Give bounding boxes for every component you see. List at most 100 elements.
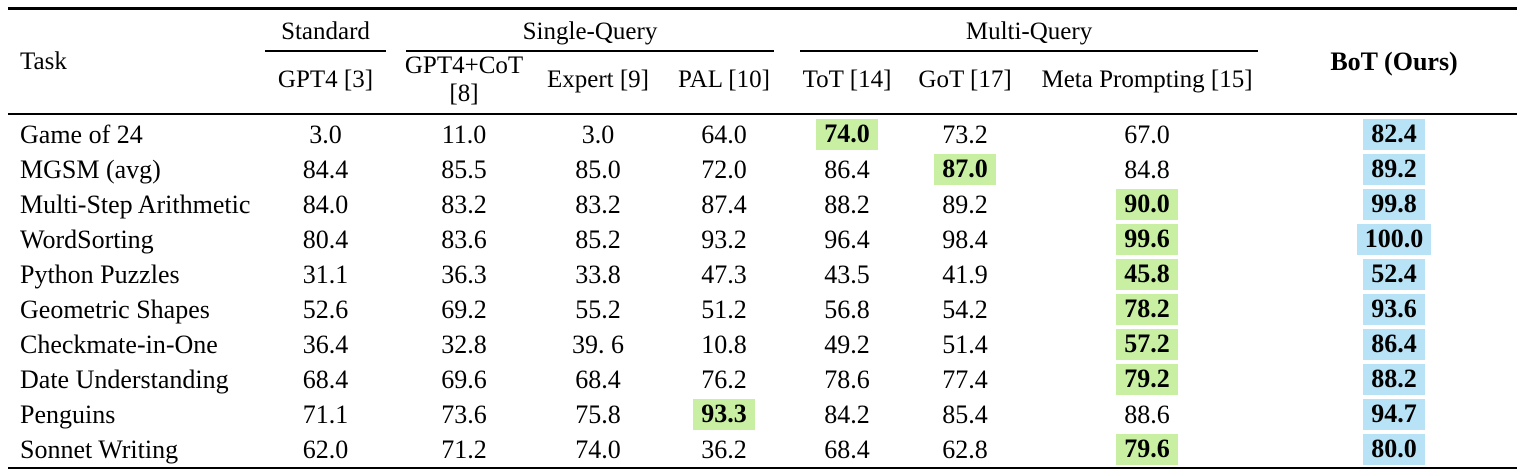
group-header-standard: Standard (258, 9, 393, 52)
table-row: Penguins 71.1 73.6 75.8 93.3 84.2 85.4 88.6 94.7 (8, 397, 1517, 432)
group-header-multi-query: Multi-Query (787, 9, 1271, 52)
value-cell: 90.0 (1023, 187, 1271, 222)
task-cell: Penguins (20, 399, 116, 429)
value-cell: 68.4 (824, 434, 870, 464)
value-cell: 3.0 (309, 119, 342, 149)
method-header-meta: Meta Prompting [15] (1023, 52, 1272, 115)
bot-value-cell: 93.6 (1271, 292, 1517, 327)
group-header-row: Task Standard Single-Query Multi-Query B… (8, 8, 1518, 115)
value-cell: 93.2 (701, 224, 747, 254)
best-baseline-highlight: 78.2 (1116, 294, 1178, 325)
value-cell: 52.6 (302, 294, 349, 324)
best-baseline-highlight: 90.0 (1116, 189, 1178, 220)
value-cell: 98.4 (942, 224, 988, 254)
bot-value-cell: 80.0 (1271, 432, 1517, 468)
bot-value-cell: 100.0 (1271, 222, 1517, 257)
value-cell: 96.4 (824, 224, 870, 254)
value-cell: 84.4 (302, 154, 349, 184)
bot-highlight: 99.8 (1363, 189, 1425, 220)
value-cell: 68.4 (302, 364, 349, 394)
bot-value-cell: 88.2 (1271, 362, 1517, 397)
bot-highlight: 100.0 (1356, 224, 1432, 255)
task-cell: Date Understanding (20, 364, 229, 394)
cmidrule-single-query (406, 50, 775, 52)
value-cell: 75.8 (575, 399, 621, 429)
task-cell: Geometric Shapes (20, 294, 210, 324)
table-row: MGSM (avg) 84.4 85.5 85.0 72.0 86.4 87.0 84.8 89… (8, 152, 1517, 187)
value-cell: 79.2 (1023, 362, 1271, 397)
group-header-single-query: Single-Query (393, 9, 787, 52)
group-label-standard: Standard (281, 18, 370, 45)
value-cell: 36.3 (441, 259, 487, 289)
method-header-gpt4cot: GPT4+CoT [8] (393, 52, 535, 115)
task-cell: Game of 24 (20, 119, 143, 149)
value-cell: 89.2 (942, 189, 988, 219)
value-cell: 85.2 (575, 224, 621, 254)
best-baseline-highlight: 74.0 (816, 119, 878, 150)
task-cell: Python Puzzles (20, 259, 180, 289)
value-cell: 57.2 (1023, 327, 1271, 362)
method-header-got: GoT [17] (907, 52, 1024, 115)
value-cell: 41.9 (942, 259, 988, 289)
method-header-pal: PAL [10] (661, 52, 788, 115)
value-cell: 43.5 (824, 259, 870, 289)
best-baseline-highlight: 79.6 (1116, 434, 1178, 465)
method-header-expert: Expert [9] (535, 52, 661, 115)
value-cell: 88.2 (824, 189, 870, 219)
bot-column-header: BoT (Ours) (1271, 8, 1518, 115)
value-cell: 33.8 (575, 259, 621, 289)
method-header-tot: ToT [14] (787, 52, 908, 115)
best-baseline-highlight: 57.2 (1116, 329, 1178, 360)
value-cell: 3.0 (581, 119, 615, 149)
value-cell: 79.6 (1023, 432, 1271, 468)
task-cell: Multi-Step Arithmetic (20, 189, 251, 219)
value-cell: 68.4 (575, 364, 621, 394)
bot-highlight: 94.7 (1363, 399, 1425, 430)
table-row: Checkmate-in-One 36.4 32.8 39. 6 10.8 49.2 51.… (8, 327, 1517, 362)
value-cell: 71.1 (302, 399, 349, 429)
value-cell: 72.0 (701, 154, 747, 184)
group-label-single-query: Single-Query (522, 18, 658, 45)
results-table: Task Standard Single-Query Multi-Query B… (8, 7, 1518, 469)
value-cell: 49.2 (824, 329, 870, 359)
task-cell: MGSM (avg) (20, 154, 161, 184)
value-cell: 87.4 (701, 189, 747, 219)
bot-highlight: 82.4 (1363, 119, 1425, 150)
cmidrule-standard (265, 50, 386, 52)
value-cell: 10.8 (701, 329, 747, 359)
task-cell: Checkmate-in-One (20, 329, 218, 359)
value-cell: 32.8 (441, 329, 487, 359)
value-cell: 80.4 (302, 224, 349, 254)
bot-highlight: 86.4 (1363, 329, 1425, 360)
value-cell: 84.2 (824, 399, 870, 429)
value-cell: 56.8 (824, 294, 870, 324)
value-cell: 87.0 (907, 152, 1023, 187)
value-cell: 51.2 (701, 294, 747, 324)
value-cell: 45.8 (1023, 257, 1271, 292)
value-cell: 54.2 (942, 294, 988, 324)
bot-highlight: 52.4 (1363, 259, 1425, 290)
bot-value-cell: 94.7 (1271, 397, 1517, 432)
value-cell: 74.0 (787, 114, 907, 152)
bot-highlight: 93.6 (1363, 294, 1425, 325)
bot-value-cell: 82.4 (1271, 114, 1517, 152)
cmidrule-multi-query (800, 50, 1259, 52)
value-cell: 36.4 (302, 329, 349, 359)
value-cell: 36.2 (701, 434, 747, 464)
value-cell: 93.3 (661, 397, 787, 432)
value-cell: 83.2 (575, 189, 621, 219)
value-cell: 69.6 (441, 364, 487, 394)
value-cell: 64.0 (701, 119, 747, 149)
value-cell: 85.0 (575, 154, 621, 184)
value-cell: 85.5 (441, 154, 487, 184)
value-cell: 88.6 (1124, 399, 1170, 429)
value-cell: 62.0 (302, 434, 349, 464)
value-cell: 73.2 (942, 119, 988, 149)
value-cell: 78.6 (824, 364, 870, 394)
table-row: Python Puzzles 31.1 36.3 33.8 47.3 43.5 41.9 45… (8, 257, 1517, 292)
table-row: WordSorting 80.4 83.6 85.2 93.2 96.4 98.4 99.6 1… (8, 222, 1517, 257)
table-row: Multi-Step Arithmetic 84.0 83.2 83.2 87.4 88.… (8, 187, 1517, 222)
value-cell: 71.2 (441, 434, 487, 464)
best-baseline-highlight: 93.3 (693, 399, 755, 430)
best-baseline-highlight: 79.2 (1116, 364, 1178, 395)
